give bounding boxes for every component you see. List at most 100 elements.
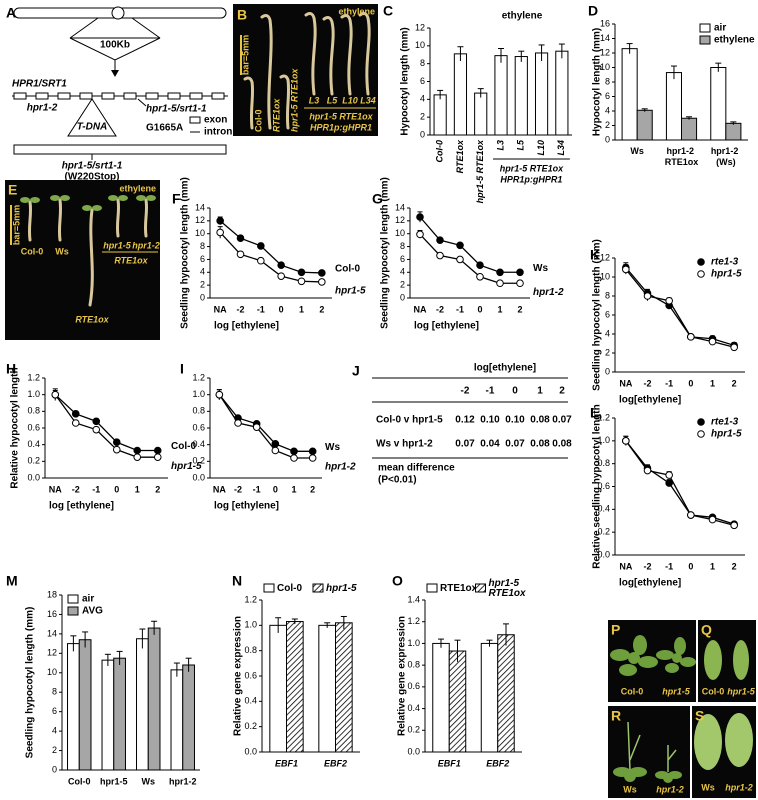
y-tick-label: 14 (195, 202, 205, 212)
marker (687, 333, 695, 341)
x-tick-label: 1 (710, 561, 715, 571)
genotype-label: hpr1-5 RTE1ox (289, 68, 299, 132)
marker (622, 265, 630, 274)
legend-label: AVG (82, 606, 103, 617)
y-tick-label: 1.0 (407, 638, 420, 648)
y-tick-label: 6 (400, 254, 405, 264)
legend-swatch (699, 23, 711, 33)
y-tick-label: 0 (200, 292, 205, 302)
marker (236, 234, 245, 243)
y-tick-label: 0.8 (192, 406, 205, 416)
x-tick-label: 2 (155, 484, 160, 494)
x-tick-label: Col-0 (435, 140, 445, 163)
legend-swatch (697, 258, 705, 266)
legend-label: ethylene (714, 35, 755, 46)
marker (308, 454, 317, 462)
y-tick-label: 1.0 (192, 389, 205, 399)
treatment-label: ethylene (119, 183, 156, 193)
marker (416, 230, 424, 239)
cotyledons (20, 195, 156, 211)
genotype-label: hpr1-5 (103, 240, 132, 250)
series-line (419, 233, 520, 284)
bar (710, 67, 727, 141)
y-tick-label: 2 (605, 347, 610, 357)
y-axis-label: Relative gene expression (397, 616, 408, 736)
y-axis-label: Seedling hypocotyl length (mm) (380, 177, 391, 329)
marker (215, 390, 224, 399)
bar (725, 122, 742, 141)
mutation-label: G1665A (146, 123, 183, 134)
legend-label: hpr1-5 (326, 583, 357, 594)
x-tick-label: NA (414, 304, 427, 314)
y-tick-label: 1.2 (192, 372, 205, 382)
protein-bar (13, 144, 227, 155)
legend-swatch (697, 418, 705, 426)
x-tick-label: NA (214, 304, 227, 314)
panel-label: L (590, 405, 599, 421)
y-tick-label: 0.4 (407, 703, 420, 713)
genotype-label: Ws (55, 246, 69, 256)
bar (432, 642, 450, 753)
row-label: Col-0 v hpr1-5 (376, 415, 443, 426)
marker (290, 454, 298, 462)
cell: 0.07 (505, 439, 525, 450)
group-label: hpr1-5 RTE1ox (309, 111, 373, 121)
x-tick-label: -2 (643, 561, 651, 571)
y-tick-label: 0.4 (597, 504, 610, 514)
legend-label: rte1-3 (711, 257, 739, 268)
legend-label: Ws (533, 263, 548, 274)
y-tick-label: 8 (52, 687, 57, 697)
x-tick-label: NA (619, 378, 632, 388)
y-tick-label: 12 (195, 215, 205, 225)
rosettes (610, 635, 696, 676)
y-tick-label: 0.0 (27, 472, 40, 482)
x-tick-label: hpr1-5 (100, 776, 128, 786)
bar (453, 53, 468, 136)
x-tick-label: -1 (665, 378, 673, 388)
zoom-line (69, 17, 99, 39)
y-tick-label: 2 (200, 280, 205, 290)
photo (608, 706, 690, 798)
legend-swatch (475, 583, 486, 593)
legend-label: hpr1-5 (711, 429, 742, 440)
y-tick-label: 0.2 (597, 527, 610, 537)
panel-label: C (383, 3, 393, 19)
y-tick-label: 0.8 (597, 458, 610, 468)
y-axis-label: Seedling hypocotyl length (mm) (25, 607, 36, 759)
marker (271, 440, 280, 448)
x-tick-label: Ws (630, 146, 644, 156)
exons (13, 92, 225, 100)
y-tick-label: 0.8 (244, 645, 257, 655)
x-tick-label: -1 (253, 484, 261, 494)
y-tick-label: 6 (605, 309, 610, 319)
marker (277, 261, 285, 270)
seedlings (243, 12, 371, 130)
y-tick-label: 10 (415, 40, 425, 50)
leaf (704, 640, 722, 680)
x-tick-label: -1 (665, 561, 673, 571)
x-tick-label: -1 (456, 304, 464, 314)
y-tick-label: 4 (420, 94, 425, 104)
x-axis-label: log [ethylene] (214, 501, 279, 512)
treatment-label: ethylene (338, 6, 375, 16)
marker (71, 419, 80, 427)
x-tick-label: 2 (732, 378, 737, 388)
marker (252, 423, 261, 431)
x-tick-label: -2 (236, 304, 244, 314)
x-tick-label: -1 (92, 484, 100, 494)
bar (433, 94, 447, 136)
panel-label: A (6, 5, 16, 21)
legend-swatch (263, 583, 275, 593)
key-exon (189, 116, 201, 124)
x-tick-label: 1 (135, 484, 140, 494)
centromere (111, 6, 125, 20)
x-tick-label: -2 (436, 304, 444, 314)
bar (497, 634, 515, 753)
marker (112, 438, 121, 446)
marker (236, 250, 245, 259)
marker (216, 217, 224, 225)
transgene-label: RTE1ox (114, 255, 148, 265)
y-tick-label: 6 (420, 76, 425, 86)
line-label: L5 (327, 95, 338, 105)
marker (476, 261, 484, 270)
